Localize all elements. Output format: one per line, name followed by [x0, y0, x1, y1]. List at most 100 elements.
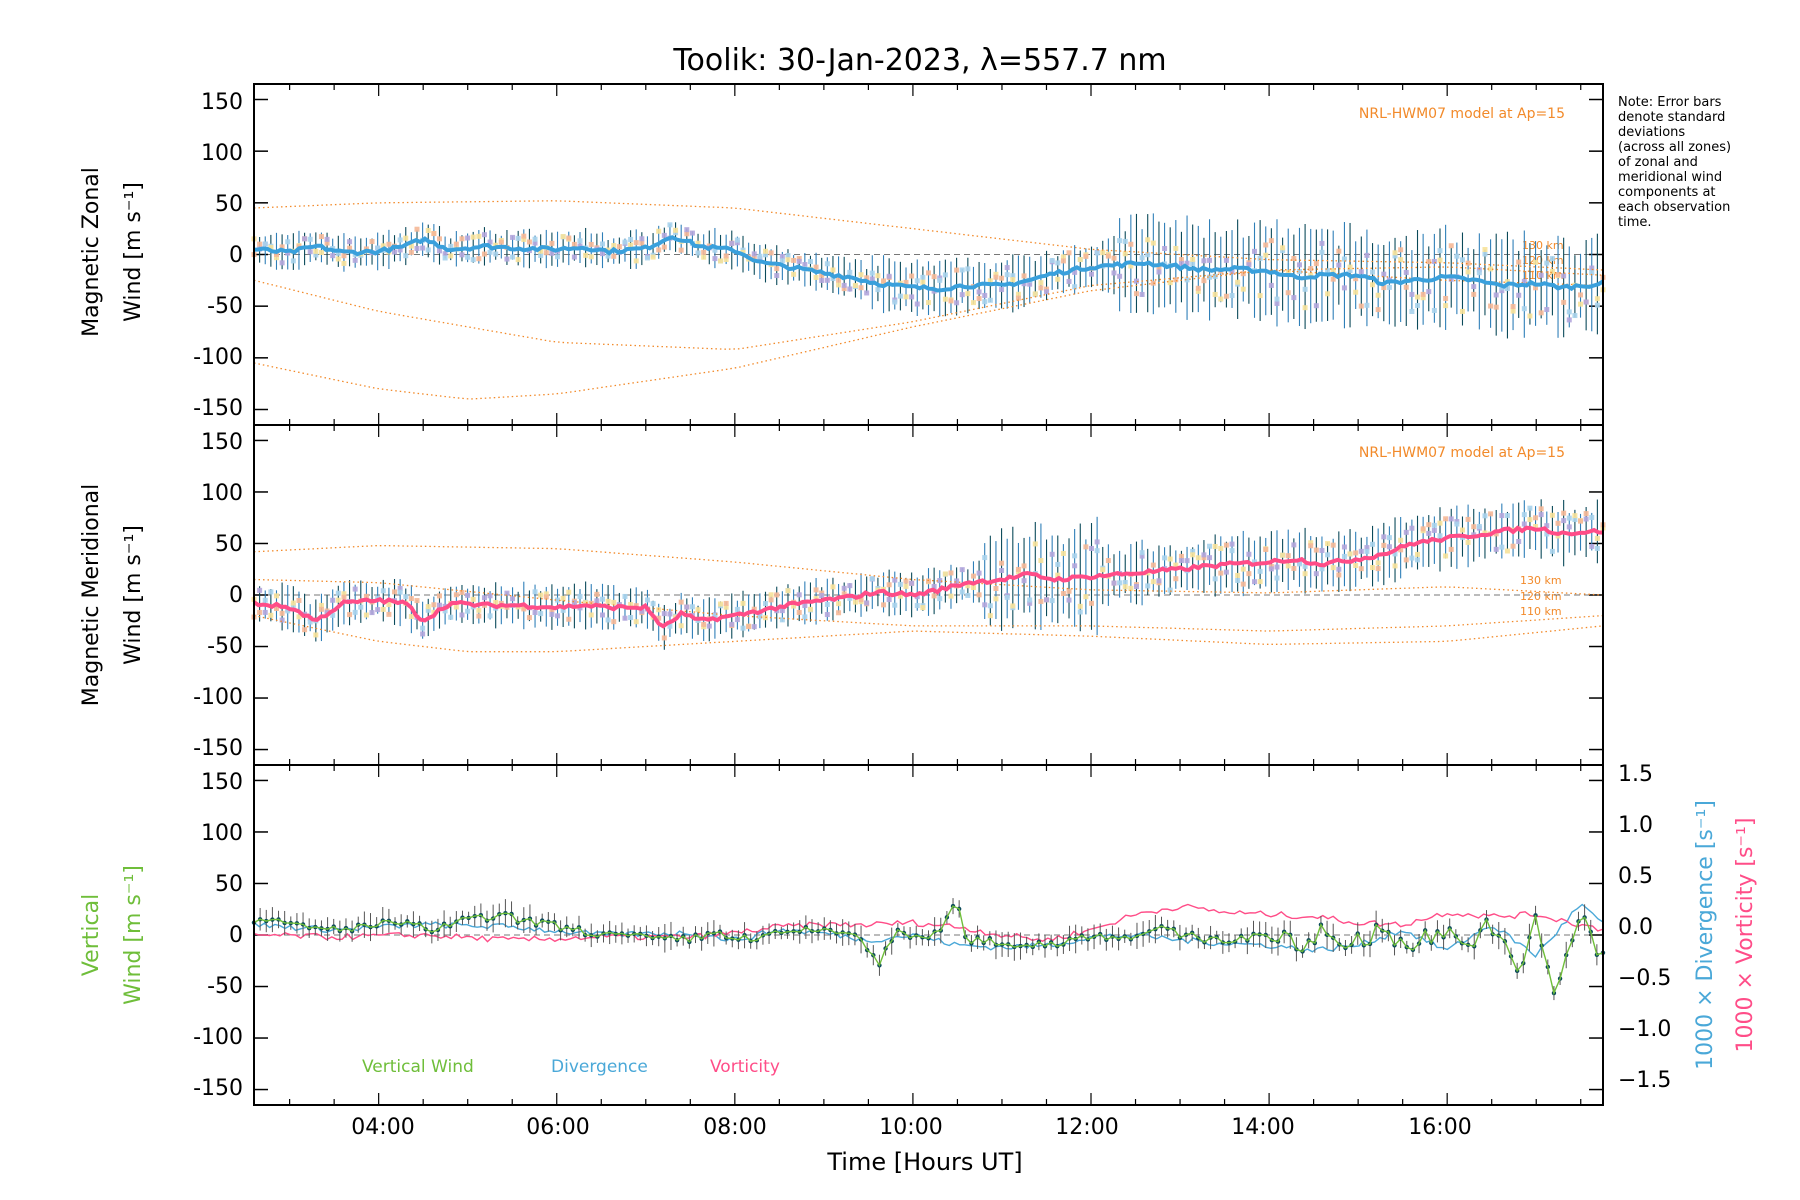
data-point	[1521, 278, 1527, 284]
data-point	[993, 596, 999, 602]
y-tick-label: -100	[193, 1025, 243, 1050]
data-point	[650, 254, 656, 260]
meridional-ylabel-1: Magnetic Meridional	[79, 484, 104, 706]
data-point	[279, 244, 285, 250]
data-point	[549, 240, 555, 246]
data-point	[510, 234, 516, 240]
data-point	[1178, 257, 1184, 263]
data-point	[1403, 269, 1409, 275]
data-point	[1493, 531, 1499, 537]
data-point	[1190, 548, 1196, 554]
data-point	[796, 256, 802, 262]
data-point	[583, 600, 589, 606]
data-point	[892, 602, 898, 608]
data-point	[987, 278, 993, 284]
data-point	[1426, 289, 1432, 295]
data-point	[532, 240, 538, 246]
data-point	[1325, 541, 1331, 547]
data-point	[661, 635, 667, 641]
data-point	[1392, 250, 1398, 256]
data-point	[937, 277, 943, 283]
data-point	[1027, 281, 1033, 287]
data-point	[279, 617, 285, 623]
data-point	[1431, 527, 1437, 533]
data-point	[1032, 291, 1038, 297]
y-tick-label: 150	[201, 770, 243, 795]
data-point	[909, 273, 915, 279]
data-point	[1077, 257, 1083, 263]
data-point	[667, 623, 673, 629]
data-point	[1482, 513, 1488, 519]
data-point	[577, 238, 583, 244]
data-point	[1218, 545, 1224, 551]
data-point	[510, 596, 516, 602]
data-point	[1319, 566, 1325, 572]
data-point	[1403, 557, 1409, 563]
data-point	[1510, 304, 1516, 310]
data-point	[628, 615, 634, 621]
zonal-ylabel-2: Wind [m s⁻¹]	[121, 182, 146, 322]
x-tick-label: 06:00	[526, 1115, 589, 1140]
data-point	[273, 251, 279, 257]
data-point	[414, 598, 420, 604]
data-point	[1516, 538, 1522, 544]
data-point	[1538, 506, 1544, 512]
data-point	[566, 235, 572, 241]
data-point	[1117, 580, 1123, 586]
data-point	[347, 239, 353, 245]
vertical-panel-frame	[253, 764, 1604, 1106]
data-point	[1437, 248, 1443, 254]
data-point	[279, 610, 285, 616]
data-point	[942, 296, 948, 302]
data-point	[397, 586, 403, 592]
data-point	[268, 612, 274, 618]
data-point	[425, 604, 431, 610]
data-point	[1184, 277, 1190, 283]
data-point	[1235, 279, 1241, 285]
data-point	[1527, 505, 1533, 511]
data-point	[892, 299, 898, 305]
data-point	[459, 252, 465, 258]
data-point	[695, 250, 701, 256]
data-point	[852, 599, 858, 605]
data-point	[1117, 273, 1123, 279]
data-point	[706, 623, 712, 629]
data-point	[420, 245, 426, 251]
data-point	[1364, 252, 1370, 258]
data-point	[1431, 522, 1437, 528]
data-point	[1252, 559, 1258, 565]
data-point	[1583, 516, 1589, 522]
data-point	[1004, 272, 1010, 278]
data-point	[335, 256, 341, 262]
data-point	[1257, 568, 1263, 574]
data-point	[740, 600, 746, 606]
data-point	[453, 604, 459, 610]
data-point	[920, 279, 926, 285]
data-point	[431, 602, 437, 608]
data-point	[1246, 551, 1252, 557]
data-point	[965, 291, 971, 297]
data-point	[1133, 278, 1139, 284]
y-tick-label: -100	[193, 685, 243, 710]
data-point	[1229, 269, 1235, 275]
data-point	[1504, 279, 1510, 285]
data-point	[1572, 313, 1578, 319]
data-point	[802, 262, 808, 268]
data-point	[1049, 598, 1055, 604]
data-point	[1145, 237, 1151, 243]
data-point	[914, 603, 920, 609]
data-point	[588, 612, 594, 618]
data-point	[1583, 511, 1589, 517]
data-point	[476, 233, 482, 239]
data-point	[965, 266, 971, 272]
data-point	[1437, 533, 1443, 539]
data-point	[1403, 529, 1409, 535]
data-point	[1437, 257, 1443, 263]
data-point	[1111, 255, 1117, 261]
data-point	[1229, 541, 1235, 547]
data-point	[1493, 292, 1499, 298]
data-point	[470, 596, 476, 602]
data-point	[290, 258, 296, 264]
data-point	[369, 239, 375, 245]
data-point	[1072, 563, 1078, 569]
